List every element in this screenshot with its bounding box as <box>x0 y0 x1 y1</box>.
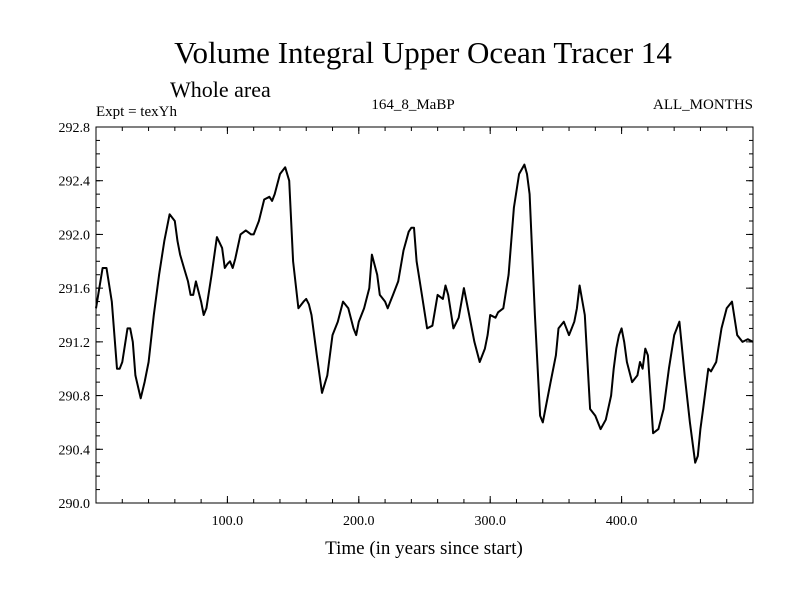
x-tick-label: 200.0 <box>343 514 375 529</box>
x-tick-label: 400.0 <box>606 514 638 529</box>
y-tick-label: 290.8 <box>59 390 91 405</box>
x-axis-label: Time (in years since start) <box>325 538 523 559</box>
y-tick-label: 292.0 <box>59 228 91 243</box>
y-tick-label: 292.8 <box>59 121 91 136</box>
y-tick-label: 292.4 <box>59 175 91 190</box>
period-label: ALL_MONTHS <box>653 97 753 113</box>
experiment-label: Expt = texYh <box>96 104 177 120</box>
x-tick-label: 300.0 <box>474 514 506 529</box>
run-label: 164_8_MaBP <box>371 97 454 113</box>
y-tick-label: 291.2 <box>59 336 91 351</box>
chart-title: Volume Integral Upper Ocean Tracer 14 <box>174 35 672 70</box>
chart-subtitle: Whole area <box>170 77 271 102</box>
y-tick-label: 290.4 <box>59 443 91 458</box>
axes: 290.0 290.4 290.8 291.2 291.6 292.0 292.4 292.8… <box>59 121 754 529</box>
series-line <box>95 163 754 464</box>
x-tick-label: 100.0 <box>212 514 244 529</box>
y-tick-label: 291.6 <box>59 282 91 297</box>
y-tick-label: 290.0 <box>59 497 91 512</box>
